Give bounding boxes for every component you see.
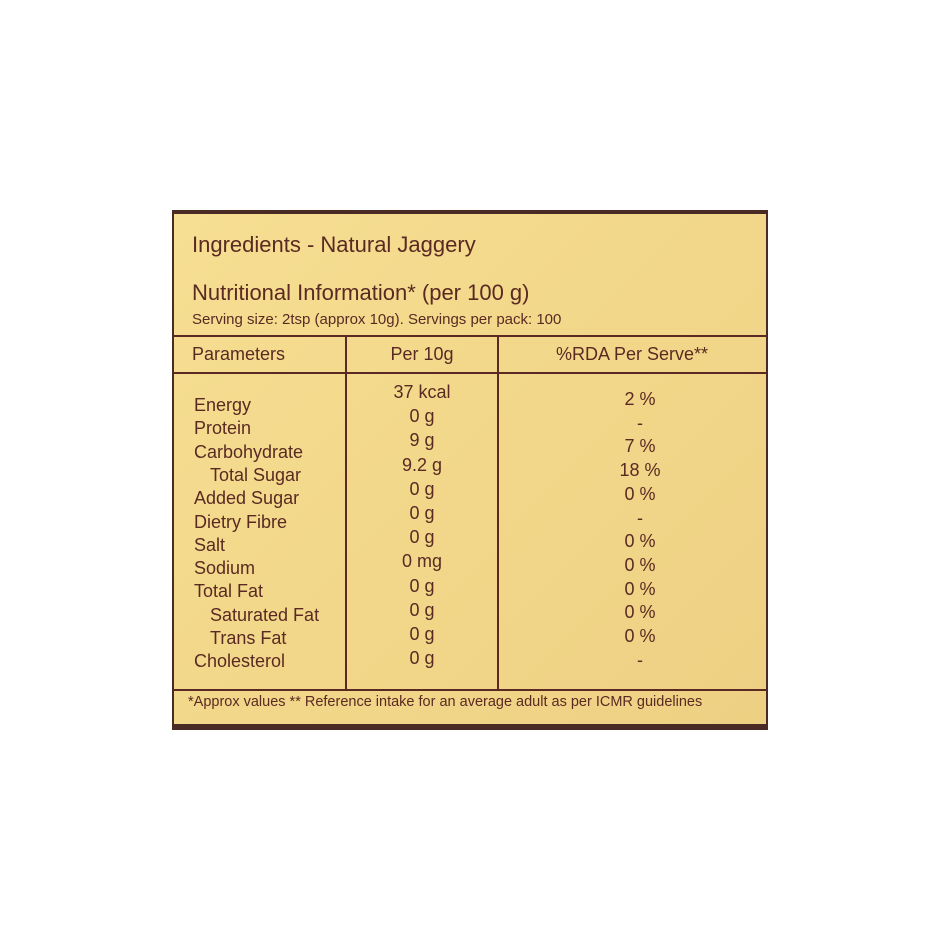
- row-rda-value: 18 %: [619, 460, 661, 481]
- row-parameter-name: Sodium: [194, 558, 256, 579]
- row-per-10g-value: 0 g: [409, 527, 435, 548]
- row-per-10g-value: 0 g: [409, 624, 435, 644]
- row-rda-value: 7 %: [624, 436, 656, 457]
- row-parameter-name: Added Sugar: [194, 488, 300, 509]
- serving-info: Serving size: 2tsp (approx 10g). Serving…: [192, 311, 562, 328]
- header-per-10g: Per 10g: [390, 344, 454, 364]
- row-rda-value: -: [637, 412, 643, 433]
- row-rda-value: 0 %: [624, 626, 656, 646]
- nutrition-label: Ingredients - Natural Jaggery Nutritiona…: [174, 214, 766, 724]
- row-parameter-name: Total Sugar: [210, 464, 302, 485]
- table-bottom-border: [174, 689, 766, 691]
- nutrition-title: Nutritional Information* (per 100 g): [192, 280, 530, 305]
- row-parameter-name: Saturated Fat: [210, 604, 320, 625]
- row-per-10g-value: 9.2 g: [401, 454, 443, 475]
- row-rda-value: 0 %: [624, 554, 656, 575]
- header-rda: %RDA Per Serve**: [555, 344, 709, 364]
- row-rda-value: -: [637, 649, 643, 670]
- header-parameters: Parameters: [192, 344, 286, 364]
- row-per-10g-value: 0 mg: [401, 551, 443, 572]
- row-per-10g-value: 0 g: [409, 503, 435, 523]
- row-parameter-name: Total Fat: [194, 581, 264, 602]
- row-parameter-name: Protein: [194, 418, 252, 439]
- column-divider-2: [497, 335, 499, 690]
- row-per-10g-value: 37 kcal: [393, 382, 451, 402]
- row-per-10g-value: 9 g: [409, 430, 435, 451]
- row-parameter-name: Trans Fat: [210, 628, 287, 648]
- row-parameter-name: Carbohydrate: [194, 441, 304, 462]
- row-per-10g-value: 0 g: [409, 575, 435, 596]
- footnote: *Approx values ** Reference intake for a…: [188, 694, 703, 710]
- row-rda-value: 2 %: [624, 389, 656, 409]
- row-per-10g-value: 0 g: [409, 406, 435, 427]
- row-rda-value: -: [637, 507, 643, 528]
- row-rda-value: 0 %: [624, 602, 656, 623]
- row-rda-value: 0 %: [624, 531, 656, 552]
- row-parameter-name: Dietry Fibre: [194, 511, 288, 532]
- row-rda-value: 0 %: [624, 578, 656, 599]
- row-parameter-name: Cholesterol: [194, 651, 286, 672]
- row-per-10g-value: 0 g: [409, 648, 435, 669]
- row-per-10g-value: 0 g: [409, 478, 435, 499]
- row-parameter-name: Energy: [194, 395, 252, 415]
- row-rda-value: 0 %: [624, 483, 656, 504]
- header-bottom-border: [174, 372, 766, 374]
- ingredients-heading: Ingredients - Natural Jaggery: [192, 232, 476, 257]
- table-top-border: [174, 335, 766, 337]
- column-divider-1: [345, 335, 347, 690]
- row-parameter-name: Salt: [194, 534, 226, 555]
- row-per-10g-value: 0 g: [409, 599, 435, 620]
